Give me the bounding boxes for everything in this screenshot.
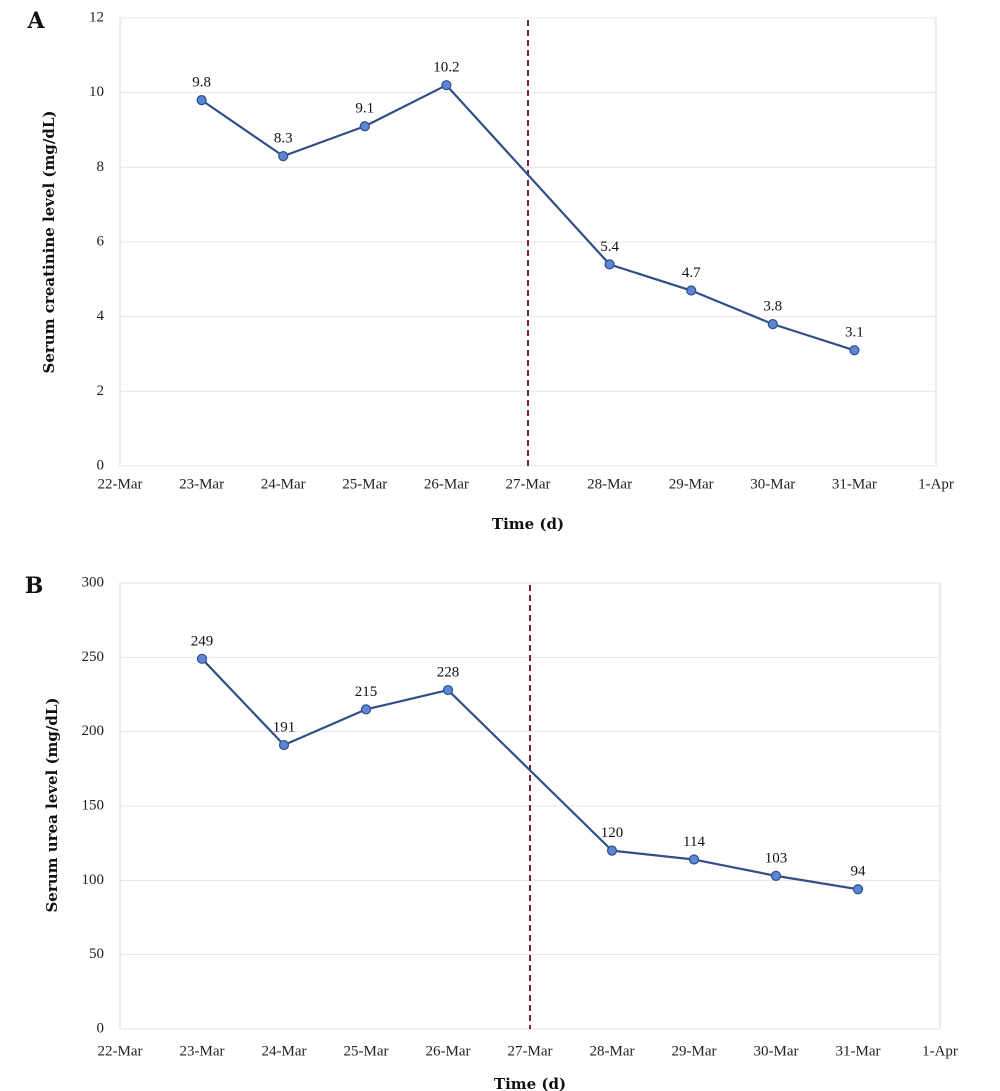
data-label: 103 — [765, 850, 788, 866]
data-point — [278, 739, 290, 751]
data-point — [196, 653, 208, 664]
data-point — [606, 845, 618, 856]
y-tick-label: 0 — [97, 1020, 105, 1036]
x-tick-label: 24-Mar — [261, 476, 306, 492]
y-tick-label: 8 — [97, 159, 105, 175]
x-tick-label: 31-Mar — [832, 476, 877, 492]
y-tick-label: 100 — [82, 872, 105, 888]
x-tick-label: 23-Mar — [180, 1043, 225, 1059]
data-point — [686, 285, 697, 296]
y-tick-label: 200 — [82, 723, 105, 739]
data-label: 249 — [191, 633, 214, 649]
x-tick-label: 25-Mar — [344, 1043, 389, 1059]
y-tick-label: 4 — [97, 308, 105, 324]
data-point — [442, 684, 454, 696]
series-line — [200, 84, 855, 352]
data-point — [852, 884, 864, 895]
data-point — [359, 121, 370, 132]
y-tick-label: 10 — [89, 84, 104, 100]
data-point — [196, 95, 207, 106]
chart-creatinine: A 0 2 4 6 8 10 12 22-Mar 23-Mar 24-Mar 25-Mar 26-Mar… — [26, 8, 953, 533]
data-point — [278, 151, 289, 162]
data-label: 10.2 — [433, 60, 459, 76]
y-axis-title: Serum urea level (mg/dL) — [43, 697, 61, 912]
data-point — [849, 345, 860, 356]
x-tick-label: 22-Mar — [98, 1043, 143, 1059]
x-tick-label: 1-Apr — [918, 476, 954, 492]
x-tick-label: 25-Mar — [342, 476, 387, 492]
x-tick-label: 27-Mar — [508, 1043, 553, 1059]
data-point — [441, 80, 452, 91]
data-point — [688, 854, 700, 865]
y-tick-label: 12 — [89, 9, 104, 25]
x-tick-label: 23-Mar — [179, 476, 224, 492]
x-tick-label: 29-Mar — [669, 476, 714, 492]
y-axis-title: Serum creatinine level (mg/dL) — [40, 111, 58, 374]
series-line — [201, 658, 859, 891]
y-tick-label: 2 — [97, 383, 105, 399]
data-label: 9.1 — [355, 101, 374, 117]
y-tick-label: 150 — [82, 797, 105, 813]
data-label: 3.8 — [763, 299, 782, 315]
x-tick-label: 28-Mar — [587, 476, 632, 492]
data-label: 120 — [601, 825, 624, 841]
x-tick-label: 31-Mar — [836, 1043, 881, 1059]
x-tick-label: 29-Mar — [672, 1043, 717, 1059]
data-point — [770, 870, 782, 881]
x-tick-label: 1-Apr — [922, 1043, 958, 1059]
x-tick-label: 30-Mar — [750, 476, 795, 492]
x-tick-label: 30-Mar — [754, 1043, 799, 1059]
y-tick-label: 250 — [82, 649, 105, 665]
data-label: 94 — [851, 864, 867, 880]
data-label: 4.7 — [682, 265, 701, 281]
x-tick-label: 26-Mar — [426, 1043, 471, 1059]
x-tick-label: 28-Mar — [590, 1043, 635, 1059]
data-label: 8.3 — [274, 131, 293, 147]
x-tick-label: 24-Mar — [262, 1043, 307, 1059]
data-point — [604, 259, 615, 270]
y-tick-label: 0 — [97, 457, 105, 473]
x-axis-title: Time (d) — [494, 1075, 566, 1091]
x-tick-label: 26-Mar — [424, 476, 469, 492]
x-axis-title: Time (d) — [492, 515, 564, 533]
chart-urea: B 0 50 100 150 200 250 300 22-Mar 23-Mar 24-Mar 25-… — [25, 573, 958, 1091]
x-tick-label: 22-Mar — [98, 476, 143, 492]
y-tick-label: 300 — [82, 574, 105, 590]
data-label: 215 — [355, 684, 378, 700]
data-label: 5.4 — [600, 239, 619, 255]
data-point — [767, 319, 778, 330]
panel-label: B — [25, 573, 44, 599]
data-label: 191 — [273, 719, 296, 735]
panel-label: A — [26, 8, 45, 34]
x-tick-label: 27-Mar — [506, 476, 551, 492]
data-point — [360, 704, 372, 715]
y-tick-label: 50 — [89, 946, 104, 962]
data-label: 9.8 — [192, 75, 211, 91]
y-tick-label: 6 — [97, 233, 105, 249]
data-label: 3.1 — [845, 325, 864, 341]
data-label: 114 — [683, 834, 705, 850]
data-label: 228 — [437, 664, 460, 680]
